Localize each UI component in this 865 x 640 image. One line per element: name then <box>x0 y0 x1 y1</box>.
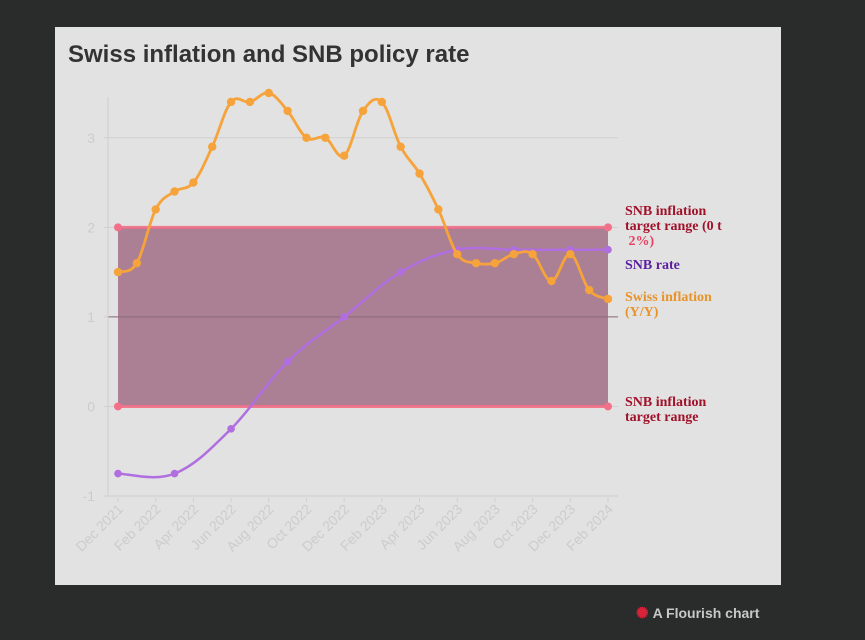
chart-card: Swiss inflation and SNB policy rate -1 0 1… <box>55 27 781 585</box>
inflation-point <box>208 142 217 151</box>
credit-text: A Flourish chart <box>652 605 760 621</box>
inflation-point <box>471 258 481 268</box>
inflation-point <box>547 276 556 286</box>
snb-rate-point <box>114 469 122 478</box>
inflation-point <box>358 106 368 116</box>
inflation-point <box>339 151 349 160</box>
snb-rate-line <box>117 246 608 479</box>
inflation-point <box>113 267 123 277</box>
snb-rate-point <box>227 425 235 433</box>
inflation-point <box>584 285 594 295</box>
label-inflation: Swiss inflation (Y/Y) <box>625 290 712 320</box>
inflation-point <box>434 205 443 214</box>
inflation-point <box>170 187 179 196</box>
snb-rate-point <box>283 357 292 366</box>
inflation-point <box>302 133 311 142</box>
inflation-point <box>415 169 424 178</box>
y-tick-label: -1 <box>83 488 96 504</box>
inflation-point <box>396 142 405 151</box>
flourish-credit[interactable]: ✺ A Flourish chart <box>636 605 759 621</box>
snb-rate-point <box>604 245 612 254</box>
y-tick-label: 1 <box>87 309 95 325</box>
inflation-point <box>528 250 537 259</box>
inflation-point <box>132 258 142 268</box>
inflation-point <box>509 250 518 259</box>
inflation-point <box>245 97 255 107</box>
inflation-point <box>226 97 236 107</box>
inflation-point <box>151 205 160 214</box>
y-tick-label: 0 <box>87 398 95 414</box>
flourish-logo-icon: ✺ <box>636 604 649 622</box>
inflation-point <box>283 106 292 116</box>
label-snb-rate: SNB rate <box>625 258 680 273</box>
inflation-point <box>453 250 462 259</box>
chart-title: Swiss inflation and SNB policy rate <box>68 41 470 68</box>
label-band-lower: SNB inflation target range <box>625 395 707 425</box>
inflation-point <box>321 133 330 142</box>
snb-rate-point <box>340 313 348 321</box>
snb-rate-point <box>396 268 405 276</box>
snb-rate-point <box>170 469 179 478</box>
inflation-point <box>189 178 198 187</box>
target-band-endpoint <box>604 402 612 411</box>
label-band-upper: SNB inflation target range (0 t 2%) <box>625 204 722 249</box>
inflation-point <box>377 97 387 107</box>
inflation-point <box>603 294 613 304</box>
y-tick-label: 2 <box>87 219 95 235</box>
target-band-endpoint <box>604 223 612 232</box>
target-band-endpoint <box>114 402 122 411</box>
inflation-point <box>566 250 575 259</box>
y-tick-label: 3 <box>87 130 95 146</box>
inflation-point <box>490 258 500 268</box>
inflation-point <box>264 88 273 98</box>
target-band-endpoint <box>114 223 122 232</box>
